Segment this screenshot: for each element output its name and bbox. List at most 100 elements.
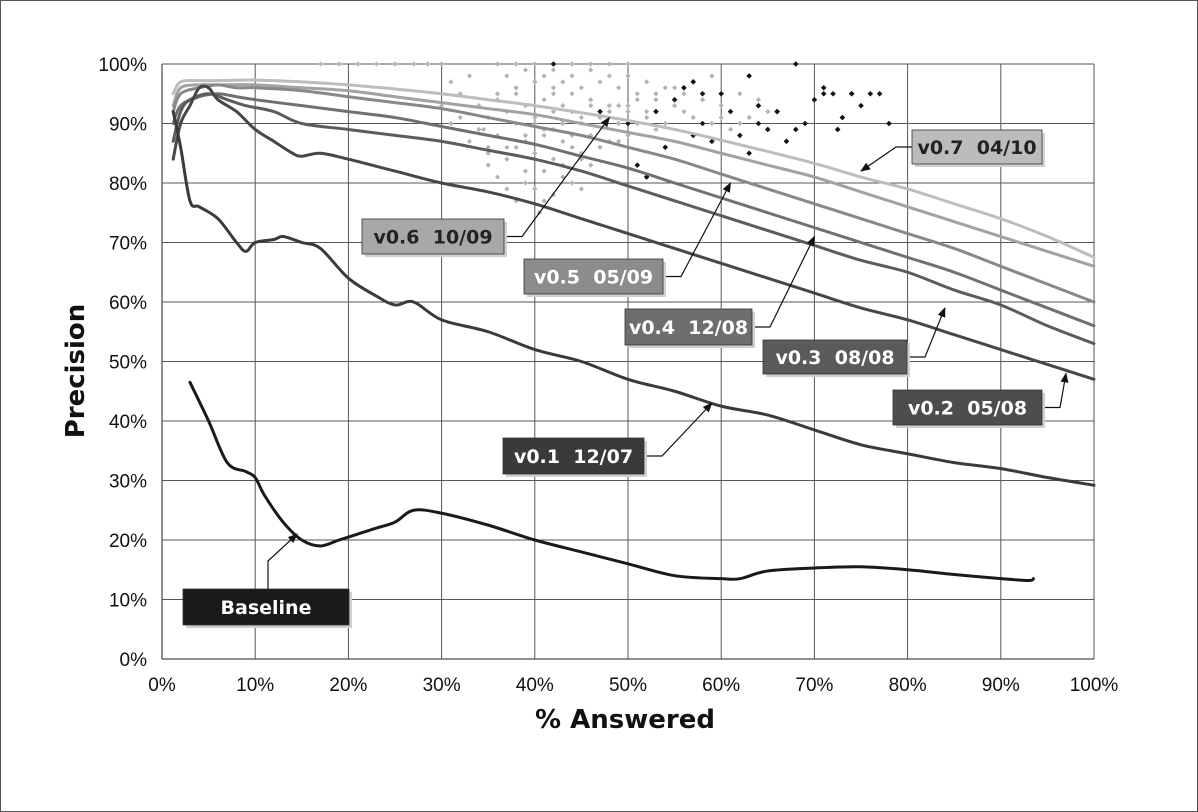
scatter-point-light (485, 144, 491, 150)
scatter-point-light (606, 73, 612, 79)
scatter-point-light (532, 186, 538, 192)
scatter-point-light (494, 91, 501, 97)
scatter-point-light (681, 91, 687, 97)
scatter-point-light (522, 180, 529, 186)
scatter-point-light (550, 156, 557, 162)
scatter-point-light (588, 61, 594, 67)
scatter-point-light (644, 79, 650, 85)
scatter-point-dark (839, 114, 846, 121)
scatter-point-light (457, 91, 463, 97)
scatter-point-light (653, 126, 659, 133)
scatter-point-light (355, 61, 361, 67)
scatter-point-light (681, 109, 687, 115)
scatter-point-light (765, 109, 771, 115)
scatter-point-light (541, 198, 547, 204)
scatter-point-light (550, 109, 557, 115)
label-box-v0-7-04-10 (911, 129, 1043, 165)
x-tick-label: 80% (889, 675, 927, 696)
scatter-points (317, 61, 892, 216)
scatter-point-light (392, 61, 398, 67)
scatter-point-light (425, 61, 431, 67)
scatter-point-dark (820, 90, 827, 97)
y-tick-label: 50% (109, 353, 147, 374)
label-text-v0-4-12-08: v0.4 12/08 (629, 317, 748, 339)
label-text-v0-6-10-09: v0.6 10/09 (373, 227, 492, 249)
scatter-point-light (727, 126, 734, 133)
label-arrow-v0-3-08-08 (907, 307, 946, 358)
scatter-point-light (718, 114, 724, 121)
label-text-v0-5-05-09: v0.5 05/09 (534, 267, 653, 289)
series-line-v0-2-05-08 (171, 84, 1096, 381)
scatter-point-light (597, 144, 603, 150)
scatter-point-light (513, 91, 519, 97)
scatter-point-light (411, 61, 417, 67)
scatter-point-light (485, 162, 491, 168)
x-tick-label: 20% (329, 675, 367, 696)
scatter-point-dark (699, 90, 706, 97)
label-text-v0-2-05-08: v0.2 05/08 (908, 398, 1027, 420)
scatter-point-dark (709, 138, 715, 145)
series-line-v0-1-12-07 (171, 110, 1096, 487)
series-line-baseline (188, 380, 1035, 582)
scatter-point-dark (755, 120, 762, 127)
scatter-point-light (578, 114, 584, 121)
label-text-v0-3-08-08: v0.3 08/08 (775, 347, 894, 369)
scatter-point-light (644, 114, 650, 121)
scatter-point-light (569, 91, 575, 97)
scatter-point-light (569, 73, 575, 79)
x-tick-labels: 0% 10% 20% 30% 40% 50% 60% 70% 80% 90% 100% (148, 675, 1118, 696)
scatter-point-dark (820, 85, 827, 91)
scatter-point-light (550, 67, 557, 73)
label-arrow-v0-1-12-07 (644, 402, 713, 457)
scatter-point-dark (811, 96, 818, 103)
label-box-v0-3-08-08 (762, 339, 908, 375)
scatter-point-light (494, 61, 501, 67)
scatter-point-dark (690, 79, 697, 85)
label-arrow-v0-6-10-09 (504, 116, 610, 238)
scatter-point-light (550, 91, 557, 97)
label-arrow-baseline (267, 533, 298, 589)
scatter-point-light (504, 186, 510, 192)
scatter-point-dark (792, 126, 799, 133)
scatter-point-light (439, 103, 445, 109)
scatter-point-light (625, 109, 631, 115)
scatter-point-light (532, 61, 538, 67)
scatter-point-light (541, 73, 547, 79)
series-line-v0-4-12-08 (171, 92, 1096, 328)
scatter-point-light (718, 103, 724, 109)
label-arrow-v0-5-05-09 (663, 182, 732, 278)
scatter-point-dark (746, 73, 752, 79)
scatter-point-light (606, 61, 612, 67)
scatter-point-light (616, 120, 622, 127)
scatter-point-light (541, 168, 547, 174)
scatter-point-dark (858, 102, 864, 109)
series-line-v0-3-08-08 (171, 92, 1096, 346)
scatter-point-light (737, 120, 743, 127)
scatter-point-light (560, 103, 566, 109)
x-tick-label: 40% (516, 675, 554, 696)
scatter-point-light (317, 61, 324, 67)
x-tick-label: 60% (702, 675, 740, 696)
scatter-point-dark (746, 150, 752, 157)
x-tick-label: 70% (795, 675, 833, 696)
scatter-point-dark (634, 162, 641, 168)
scatter-point-dark (550, 61, 557, 67)
scatter-point-light (522, 67, 529, 73)
scatter-point-light (439, 61, 445, 67)
scatter-point-light (625, 103, 631, 109)
scatter-point-light (709, 120, 715, 127)
scatter-point-light (588, 97, 594, 103)
scatter-point-dark (643, 174, 650, 180)
label-box-v0-1-12-07 (502, 437, 645, 475)
scatter-point-light (494, 174, 501, 180)
x-tick-label: 10% (236, 675, 274, 696)
label-text-v0-1-12-07: v0.1 12/07 (514, 446, 633, 468)
y-tick-label: 80% (109, 174, 147, 195)
scatter-point-dark (774, 108, 780, 115)
scatter-point-light (588, 162, 594, 168)
scatter-point-dark (737, 132, 743, 139)
y-tick-label: 70% (109, 234, 147, 255)
scatter-point-light (513, 85, 519, 91)
scatter-point-light (569, 144, 575, 150)
